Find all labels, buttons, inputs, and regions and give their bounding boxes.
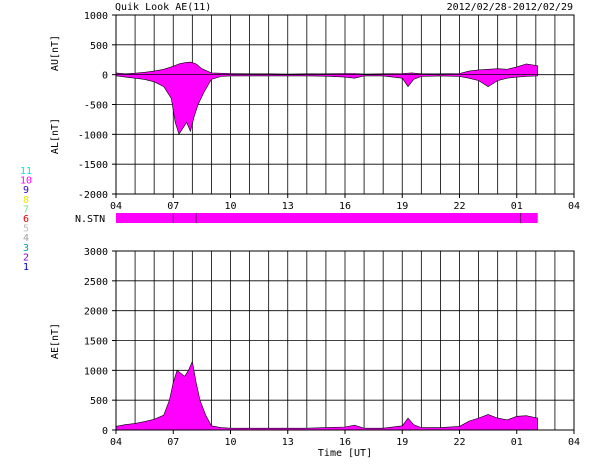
au-al-ytick-label: -500: [84, 101, 108, 112]
station-number-label: 2: [23, 252, 29, 263]
ae-xtick-label: 10: [224, 437, 236, 448]
au-al-xtick-label: 10: [224, 201, 236, 212]
ae-ytick-label: 0: [102, 426, 108, 437]
series-al: [115, 74, 539, 135]
ae-ytick-label: 1500: [84, 337, 108, 348]
au-al-xtick-label: 13: [282, 201, 294, 212]
au-al-xtick-label: 07: [167, 201, 179, 212]
ae-ytick-label: 500: [90, 396, 108, 407]
station-number-label: 4: [23, 233, 29, 244]
ae-ytick-label: 1000: [84, 366, 108, 377]
au-al-xtick-label: 22: [453, 201, 465, 212]
ae-ytick-label: 3000: [84, 247, 108, 258]
series-au: [115, 61, 539, 75]
ae-xtick-label: 01: [511, 437, 523, 448]
ae-axis-label: AE[nT]: [50, 323, 61, 359]
ae-xtick-label: 22: [453, 437, 465, 448]
ae-xtick-label: 04: [568, 437, 580, 448]
au-al-ytick-label: -1500: [78, 160, 108, 171]
station-number-label: 1: [23, 262, 29, 273]
station-number-label: 5: [23, 224, 29, 235]
ae-ytick-label: 2500: [84, 277, 108, 288]
station-count-bar: [116, 213, 538, 223]
chart-title: Quik Look AE(11): [115, 2, 211, 13]
station-number-label: 9: [23, 185, 29, 196]
au-al-xtick-label: 01: [511, 201, 523, 212]
ae-xtick-label: 16: [339, 437, 351, 448]
nstn-fill: [116, 213, 538, 223]
ae-xtick-label: 04: [110, 437, 122, 448]
au-al-ytick-label: 1000: [84, 11, 108, 22]
station-number-label: 7: [23, 204, 29, 215]
au-al-xtick-label: 16: [339, 201, 351, 212]
au-al-ytick-label: 500: [90, 41, 108, 52]
ae-xtick-label: 13: [282, 437, 294, 448]
au-al-xtick-label: 19: [396, 201, 408, 212]
au-al-ytick-label: -1000: [78, 130, 108, 141]
station-number-label: 10: [20, 176, 32, 187]
au-al-xtick-label: 04: [568, 201, 580, 212]
ae-xtick-label: 07: [167, 437, 179, 448]
au-al-ytick-label: 0: [102, 71, 108, 82]
station-number-label: 6: [23, 214, 29, 225]
series-ae: [115, 360, 539, 431]
station-number-label: 8: [23, 195, 29, 206]
nstn-label: N.STN: [75, 214, 105, 225]
au-al-xtick-label: 04: [110, 201, 122, 212]
x-axis-title: Time [UT]: [318, 448, 372, 459]
station-number-label: 3: [23, 243, 29, 254]
au-al-ytick-label: -2000: [78, 190, 108, 201]
ae-xtick-label: 19: [396, 437, 408, 448]
date-range: 2012/02/28-2012/02/29: [447, 2, 573, 13]
station-number-label: 11: [20, 166, 32, 177]
au-axis-label: AU[nT]: [50, 35, 61, 71]
al-axis-label: AL[nT]: [50, 118, 61, 154]
ae-ytick-label: 2000: [84, 307, 108, 318]
